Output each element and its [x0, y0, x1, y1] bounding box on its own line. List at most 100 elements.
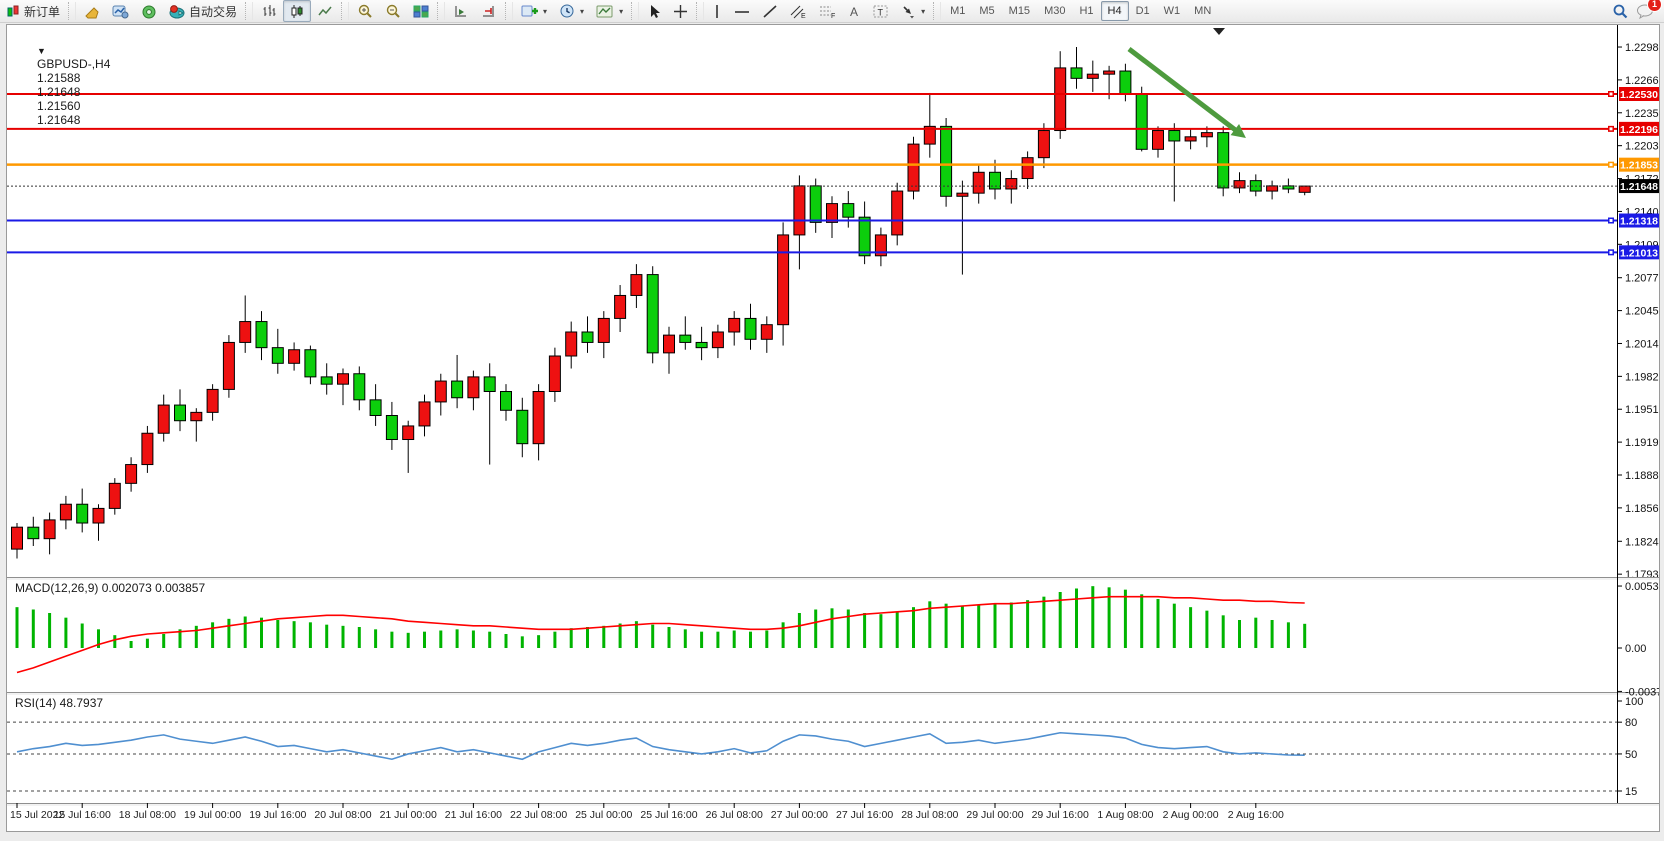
timeframe-button-mn[interactable]: MN: [1194, 5, 1212, 17]
time-label: 19 Jul 00:00: [183, 809, 242, 821]
candle-47: [777, 234, 790, 326]
chart-shift-button[interactable]: [447, 0, 475, 22]
period-button[interactable]: ▾: [553, 0, 590, 22]
symbol-dropdown-icon[interactable]: ▼: [37, 46, 46, 56]
text-icon: A: [850, 5, 858, 19]
crosshair-icon: [674, 4, 688, 18]
zoom-in-button[interactable]: [351, 0, 379, 22]
candle-3: [59, 503, 72, 521]
time-axis[interactable]: 15 Jul 2022 15 Jul 16:00 18 Jul 08:00 19 Ju…: [7, 809, 1659, 825]
new-order-label: 新订单: [24, 4, 61, 19]
candle-69: [1135, 93, 1148, 150]
tile-windows-button[interactable]: [407, 0, 435, 22]
timeframe-button-m5[interactable]: M5: [979, 5, 995, 17]
macd-signal-line: [16, 595, 1305, 674]
candle-59: [972, 171, 985, 194]
bar-chart-mode-button[interactable]: [255, 0, 283, 22]
time-label: 20 Jul 08:00: [314, 809, 372, 821]
cursor-tool-button[interactable]: [641, 0, 667, 22]
autotrading-button[interactable]: 自动交易: [163, 0, 243, 22]
svg-text:1.20455: 1.20455: [1625, 306, 1659, 318]
autotrading-label: 自动交易: [189, 4, 238, 19]
svg-text:1.22350: 1.22350: [1625, 108, 1659, 120]
svg-text:1.20140: 1.20140: [1625, 338, 1659, 350]
profile-chart-icon: [112, 5, 129, 18]
candle-79: [1298, 185, 1311, 193]
text-tool-button[interactable]: A: [842, 0, 867, 22]
timeframe-button-m15[interactable]: M15: [1008, 5, 1031, 17]
search-icon[interactable]: [1612, 3, 1628, 19]
template-button[interactable]: ▾: [590, 0, 629, 22]
candle-15: [255, 321, 268, 349]
horizontal-line-icon: [735, 10, 750, 13]
rsi-indicator-label: RSI(14) 48.7937: [15, 696, 104, 710]
svg-text:1.21318: 1.21318: [1620, 216, 1658, 228]
market-watch-button[interactable]: [135, 0, 163, 22]
candlestick-mode-button[interactable]: [283, 0, 312, 22]
trendline-icon: [763, 4, 777, 18]
time-label: 22 Jul 08:00: [509, 809, 568, 821]
ohlc-high: 1.21648: [37, 85, 81, 99]
new-order-icon: [7, 5, 19, 17]
ohlc-open: 1.21588: [37, 71, 81, 85]
candle-50: [826, 203, 838, 223]
candle-9: [157, 404, 170, 434]
candle-75: [1233, 180, 1246, 189]
text-label-tool-button[interactable]: T: [867, 0, 895, 22]
timeframe-button-m1[interactable]: M1: [950, 5, 966, 17]
horizontal-line-tool-button[interactable]: [728, 0, 756, 22]
candle-71: [1168, 130, 1181, 142]
crosshair-tool-button[interactable]: [667, 0, 694, 22]
time-label: 19 Jul 16:00: [249, 809, 307, 821]
notifications-button[interactable]: 1: [1636, 0, 1661, 19]
timeframe-button-d1[interactable]: D1: [1135, 5, 1150, 17]
arrows-tool-button[interactable]: ▾: [895, 0, 931, 22]
equidistant-channel-icon: E: [790, 5, 806, 19]
candle-54: [891, 190, 904, 236]
time-label: 25 Jul 16:00: [640, 809, 698, 821]
svg-text:1.18565: 1.18565: [1625, 503, 1659, 515]
candle-11: [190, 411, 203, 422]
new-order-button[interactable]: 新订单: [0, 0, 66, 22]
line-chart-mode-button[interactable]: [311, 0, 339, 22]
candle-40: [663, 334, 675, 354]
candle-13: [222, 341, 235, 390]
clock-icon: [560, 4, 574, 17]
candle-65: [1070, 67, 1083, 79]
timeframe-button-h4[interactable]: H4: [1100, 1, 1129, 21]
candle-58: [956, 192, 969, 197]
candle-2: [43, 519, 56, 540]
trendline-tool-button[interactable]: [756, 0, 784, 22]
signal-sphere-icon: [142, 5, 156, 18]
timeframe-button-m30[interactable]: M30: [1044, 5, 1066, 17]
candle-7: [125, 464, 138, 484]
new-chart-icon: [521, 5, 539, 16]
auto-scroll-button[interactable]: [475, 0, 503, 22]
zoom-in-icon: [358, 4, 372, 18]
text-label-icon: T: [873, 5, 888, 17]
equidistant-channel-tool-button[interactable]: E: [784, 0, 813, 22]
svg-text:0.00531: 0.00531: [1625, 581, 1659, 593]
candle-42: [695, 341, 708, 349]
candle-64: [1054, 67, 1067, 132]
indicators-button[interactable]: [78, 0, 106, 22]
timeframe-button-w1[interactable]: W1: [1163, 5, 1181, 17]
candle-29: [483, 376, 496, 392]
timeframe-button-h1[interactable]: H1: [1079, 5, 1094, 17]
toolbar-separator: [245, 2, 254, 20]
vertical-line-tool-button[interactable]: [706, 0, 728, 22]
profiles-button[interactable]: [106, 0, 135, 22]
zoom-out-button[interactable]: [379, 0, 407, 22]
fibonacci-tool-button[interactable]: F: [813, 0, 842, 22]
candle-16: [271, 347, 284, 364]
svg-text:F: F: [831, 13, 835, 19]
new-chart-button[interactable]: ▾: [515, 0, 553, 22]
candle-21: [353, 373, 366, 401]
svg-text:1.18880: 1.18880: [1625, 470, 1659, 482]
candle-23: [385, 415, 398, 441]
auto-scroll-icon: [483, 5, 495, 16]
candle-34: [565, 331, 578, 357]
time-label: 26 Jul 08:00: [705, 809, 763, 821]
chart-canvas[interactable]: 1.229801.226651.223501.220351.217201.214…: [7, 25, 1659, 831]
timeframe-group: M1 M5 M15 M30 H1 H4 D1 W1 MN: [943, 1, 1218, 21]
